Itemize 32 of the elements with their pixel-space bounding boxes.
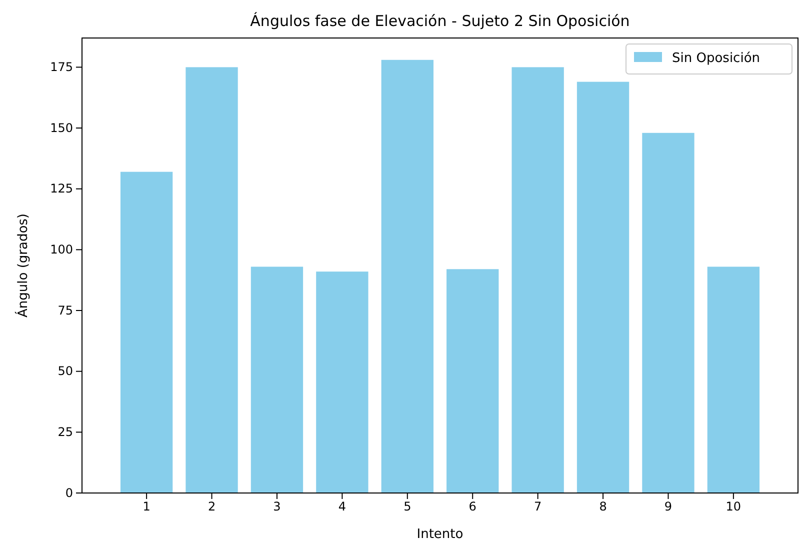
x-tick-label: 1 <box>142 500 150 514</box>
legend-label: Sin Oposición <box>672 51 760 66</box>
y-tick-label: 25 <box>58 425 73 440</box>
x-tick-label: 8 <box>599 500 607 514</box>
x-tick-label: 10 <box>726 500 742 514</box>
y-tick-label: 125 <box>50 182 73 196</box>
x-tick-label: 4 <box>338 500 346 514</box>
y-tick-label: 50 <box>58 364 73 378</box>
y-axis-title: Ángulo (grados) <box>14 213 31 318</box>
chart-title: Ángulos fase de Elevación - Sujeto 2 Sin Oposición <box>250 12 630 30</box>
bar <box>250 266 304 493</box>
x-tick-label: 2 <box>208 500 216 514</box>
y-tick-label: 75 <box>58 303 73 318</box>
y-tick-label: 175 <box>50 60 73 74</box>
y-tick-label: 0 <box>65 486 73 500</box>
bar <box>512 67 564 493</box>
bar <box>120 172 173 493</box>
x-tick-label: 3 <box>273 500 281 514</box>
bar <box>186 67 238 493</box>
bar <box>707 266 760 493</box>
y-tick-label: 150 <box>50 120 73 135</box>
bar <box>446 269 499 493</box>
x-tick-label: 6 <box>468 500 476 514</box>
x-tick-label: 5 <box>404 500 412 514</box>
bar <box>576 82 630 493</box>
bar <box>381 60 434 493</box>
bar <box>642 132 694 493</box>
bar <box>316 272 368 493</box>
y-tick-label: 100 <box>50 242 73 257</box>
x-axis-title: Intento <box>416 527 464 542</box>
x-tick-label: 7 <box>534 500 542 514</box>
x-tick-label: 9 <box>664 500 672 514</box>
